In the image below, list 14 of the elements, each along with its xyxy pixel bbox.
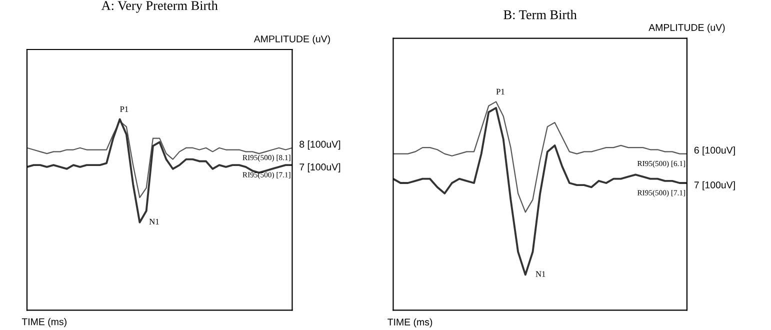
series-label: 6 [100uV] xyxy=(694,146,735,156)
x-axis-title: TIME (ms) xyxy=(388,318,432,328)
x-axis-title: TIME (ms) xyxy=(22,318,66,328)
chart-title: B: Term Birth xyxy=(504,10,577,20)
series-label: 8 [100uV] xyxy=(300,140,340,150)
text: P1 xyxy=(120,106,128,112)
annotation: N1 xyxy=(536,271,546,277)
chart-title: A: Very Preterm Birth xyxy=(101,0,218,13)
series-label: 7 [100uV] xyxy=(694,181,735,190)
annotation: N1 xyxy=(149,218,159,224)
y-axis-title: AMPLITUDE (uV) xyxy=(648,24,725,33)
y-axis-title: AMPLITUDE (uV) xyxy=(254,35,330,44)
text: P1 xyxy=(496,88,504,94)
series-label: 7 [100uV] xyxy=(300,163,340,172)
